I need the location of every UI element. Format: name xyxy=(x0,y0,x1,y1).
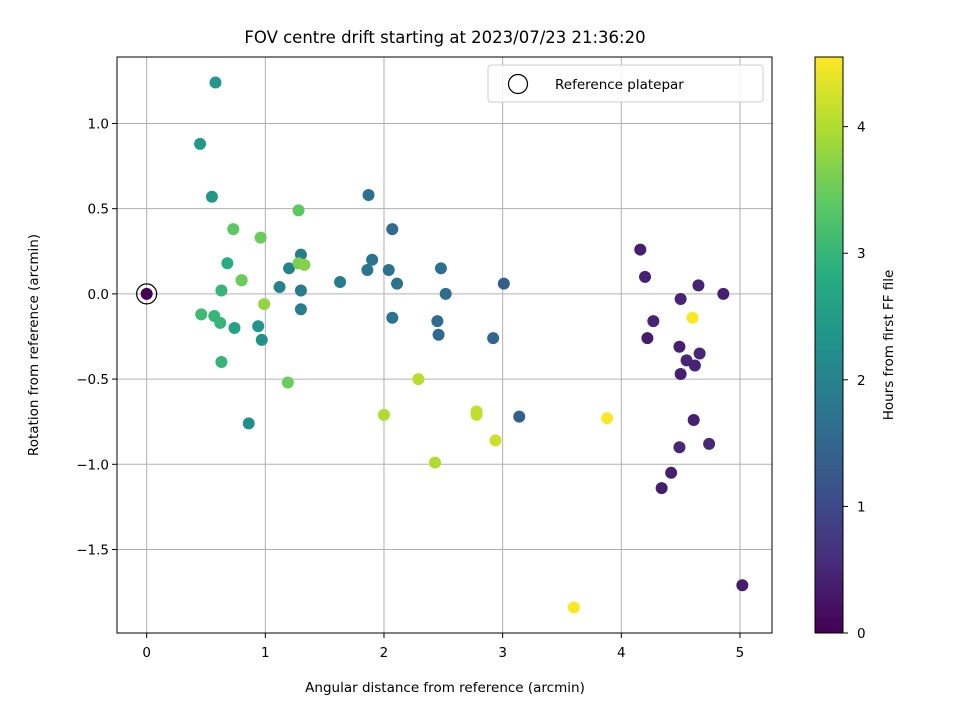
scatter-point xyxy=(362,189,375,202)
y-tick-label: −1.5 xyxy=(76,542,109,558)
colorbar-gradient xyxy=(814,56,844,634)
scatter-point xyxy=(692,279,705,292)
scatter-point xyxy=(673,340,686,353)
scatter-point xyxy=(412,373,425,386)
scatter-point xyxy=(235,274,248,287)
scatter-point xyxy=(258,298,271,311)
scatter-point xyxy=(252,320,265,333)
x-tick-label: 5 xyxy=(736,645,745,661)
scatter-point xyxy=(221,257,234,270)
colorbar-tick-label: 0 xyxy=(857,626,866,642)
scatter-point xyxy=(294,284,307,297)
scatter-point xyxy=(432,328,445,341)
y-tick-label: −0.5 xyxy=(76,372,109,388)
colorbar-ticks: 0 1 2 3 4 xyxy=(843,120,866,642)
scatter-point xyxy=(194,137,207,150)
legend-marker-reference xyxy=(507,73,529,95)
scatter-point xyxy=(641,332,654,345)
y-tick-label: −1.0 xyxy=(76,457,109,473)
x-tick-label: 2 xyxy=(380,645,389,661)
scatter-point xyxy=(703,437,716,450)
scatter-point xyxy=(386,311,399,324)
scatter-point xyxy=(736,579,749,592)
scatter-point xyxy=(255,333,268,346)
scatter-point xyxy=(513,410,526,423)
scatter-point xyxy=(334,275,347,288)
scatter-point xyxy=(674,292,687,305)
legend: Reference platepar xyxy=(487,64,764,103)
scatter-point xyxy=(227,223,240,236)
scatter-point xyxy=(242,417,255,430)
scatter-point xyxy=(281,376,294,389)
reference-marker-group xyxy=(136,283,158,305)
scatter-point xyxy=(687,413,700,426)
scatter-point xyxy=(655,482,668,495)
x-axis-label: Angular distance from reference (arcmin) xyxy=(305,680,585,696)
legend-label-reference: Reference platepar xyxy=(555,77,684,93)
x-tick-label: 3 xyxy=(498,645,507,661)
y-tick-label: 0.5 xyxy=(88,202,109,218)
scatter-point xyxy=(292,204,305,217)
scatter-point xyxy=(205,190,218,203)
scatter-point xyxy=(639,270,652,283)
scatter-point xyxy=(647,315,660,328)
y-tick-label: 1.0 xyxy=(88,116,109,132)
legend-box xyxy=(487,64,764,103)
scatter-point xyxy=(717,287,730,300)
y-axis-ticks: 1.0 0.5 0.0 −0.5 −1.0 −1.5 xyxy=(76,116,117,558)
scatter-point xyxy=(567,601,580,614)
scatter-point xyxy=(674,367,687,380)
colorbar-tick-label: 4 xyxy=(857,120,866,136)
scatter-point xyxy=(386,223,399,236)
x-axis-ticks: 0 1 2 3 4 5 xyxy=(142,633,744,661)
scatter-point xyxy=(439,287,452,300)
scatter-point xyxy=(366,253,379,266)
y-tick-label: 0.0 xyxy=(88,287,109,303)
scatter-point xyxy=(377,408,390,421)
scatter-point xyxy=(634,243,647,256)
scatter-point xyxy=(195,308,208,321)
scatter-point xyxy=(688,359,701,372)
scatter-point xyxy=(294,303,307,316)
y-axis-label: Rotation from reference (arcmin) xyxy=(26,234,42,456)
chart-title: FOV centre drift starting at 2023/07/23 … xyxy=(244,28,645,47)
scatter-point xyxy=(673,441,686,454)
scatter-point xyxy=(208,310,221,323)
colorbar: 0 1 2 3 4 Hours from first FF file xyxy=(814,56,897,642)
scatter-point xyxy=(382,264,395,277)
scatter-point xyxy=(487,332,500,345)
scatter-point xyxy=(686,311,699,324)
colorbar-tick-label: 1 xyxy=(857,499,866,515)
scatter-point xyxy=(429,456,442,469)
scatter-point xyxy=(470,405,483,418)
plot-frame xyxy=(116,56,773,634)
scatter-point xyxy=(431,315,444,328)
scatter-point xyxy=(693,347,706,360)
scatter-point xyxy=(434,262,447,275)
scatter-point xyxy=(215,284,228,297)
scatter-point xyxy=(283,262,296,275)
scatter-point xyxy=(361,264,374,277)
scatter-point xyxy=(497,277,510,290)
x-tick-label: 0 xyxy=(142,645,151,661)
x-tick-label: 1 xyxy=(261,645,270,661)
colorbar-label: Hours from first FF file xyxy=(881,270,897,421)
scatter-point xyxy=(254,231,267,244)
scatter-point xyxy=(228,321,241,334)
colorbar-tick-label: 2 xyxy=(857,373,866,389)
scatter-point xyxy=(140,287,153,300)
scatter-point xyxy=(273,281,286,294)
scatter-point xyxy=(391,277,404,290)
colorbar-tick-label: 3 xyxy=(857,246,866,262)
scatter-point xyxy=(298,258,311,271)
scatter-point xyxy=(209,76,222,89)
x-tick-label: 4 xyxy=(617,645,626,661)
scatter-point xyxy=(665,466,678,479)
scatter-points xyxy=(140,76,749,614)
scatter-point xyxy=(215,356,228,369)
scatter-point xyxy=(489,434,502,447)
scatter-point xyxy=(601,412,614,425)
reference-marker xyxy=(136,283,158,305)
